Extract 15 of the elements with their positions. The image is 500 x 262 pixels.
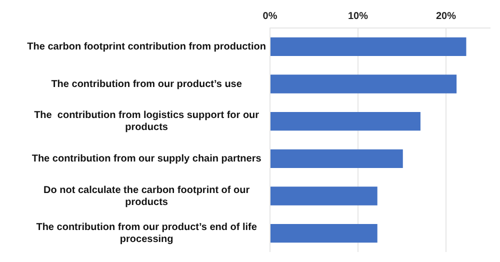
bar <box>270 112 420 131</box>
bar <box>270 224 378 243</box>
y-tick-label: Do not calculate the carbon footprint of our products <box>44 184 250 208</box>
y-tick-label: The contribution from our product’s use <box>51 78 242 90</box>
y-tick-label: The contribution from logistics support for our products <box>34 110 260 134</box>
x-tick-label: 0% <box>262 10 278 22</box>
x-tick-label: 10% <box>348 10 368 22</box>
bar <box>270 186 378 206</box>
y-tick-label: The contribution from our supply chain partners <box>32 153 262 164</box>
bar <box>270 149 403 168</box>
bar <box>270 74 457 94</box>
y-tick-label: The carbon footprint contribution from production <box>27 41 266 52</box>
x-tick-label: 20% <box>436 10 456 22</box>
y-tick-label: The contribution from our product’s end of life processing <box>36 222 258 246</box>
bar <box>270 37 466 56</box>
